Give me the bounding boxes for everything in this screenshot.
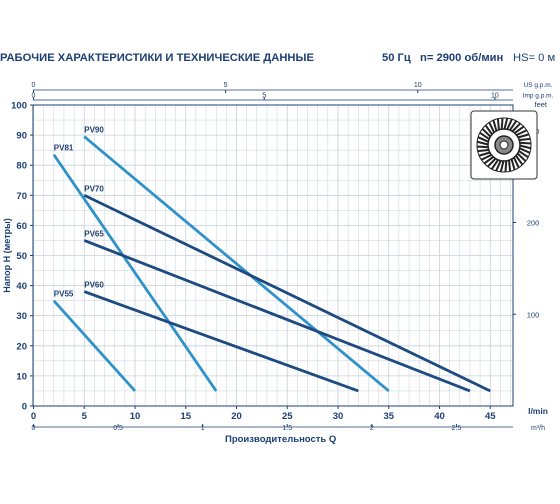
series-label-pv81: PV81 — [54, 144, 74, 153]
x-axis-title: Производительность Q — [225, 434, 337, 445]
y-tick-label: 30 — [16, 311, 27, 322]
x-unit-label: l/min — [528, 406, 548, 416]
imp-gpm-unit-label: Imp g.p.m. — [523, 93, 554, 100]
y-tick-label: 50 — [16, 251, 27, 262]
m3h-tick-label: 2.5 — [452, 425, 462, 432]
series-line-pv70 — [83, 194, 491, 393]
x-tick-label: 10 — [130, 411, 141, 422]
x-tick-label: 20 — [231, 411, 242, 422]
us-gpm-unit-label: US g.p.m. — [524, 82, 553, 89]
x-tick-label: 0 — [31, 411, 36, 422]
imp-gpm-tick-label: 10 — [491, 93, 499, 100]
x-tick-label: 15 — [180, 411, 191, 422]
suction-height-label: HS= 0 м — [513, 52, 556, 64]
x-tick-label: 5 — [82, 411, 88, 422]
series-label-pv65: PV65 — [84, 229, 104, 238]
impeller-ring — [476, 117, 532, 173]
page-title: РАБОЧИЕ ХАРАКТЕРИСТИКИ И ТЕХНИЧЕСКИЕ ДАН… — [0, 52, 314, 64]
feet-unit-label: feet — [534, 100, 547, 109]
y-tick-label: 40 — [16, 281, 27, 292]
header-bar: РАБОЧИЕ ХАРАКТЕРИСТИКИ И ТЕХНИЧЕСКИЕ ДАН… — [0, 52, 560, 70]
series-label-pv55: PV55 — [54, 290, 74, 299]
y-tick-label: 70 — [16, 191, 27, 202]
series-label-pv70: PV70 — [84, 184, 104, 193]
y-tick-label: 100 — [11, 101, 27, 112]
series-line-pv81 — [52, 153, 218, 392]
frequency-label: 50 Гц — [382, 52, 411, 64]
series-line-pv55 — [52, 299, 137, 392]
m3h-tick-label: 2 — [370, 425, 374, 432]
x-tick-label: 35 — [383, 411, 394, 422]
y-tick-label: 60 — [16, 221, 27, 232]
series-label-pv60: PV60 — [84, 281, 104, 290]
y-axis-title: Напор H (метры) — [2, 218, 12, 293]
y-tick-label: 0 — [22, 402, 27, 413]
m3h-tick-label: 0.5 — [113, 425, 123, 432]
us-gpm-tick-label: 0 — [32, 82, 36, 89]
x-tick-label: 25 — [282, 411, 293, 422]
m3h-tick-label: 0 — [32, 425, 36, 432]
y-tick-label: 90 — [16, 131, 27, 142]
m3h-tick-label: 1 — [201, 425, 205, 432]
feet-tick-label: 200 — [527, 219, 540, 228]
impeller-ring — [499, 140, 509, 150]
x-tick-label: 30 — [333, 411, 344, 422]
series-line-pv65 — [83, 239, 471, 393]
y-tick-label: 20 — [16, 341, 27, 352]
m3h-tick-label: 1.5 — [282, 425, 292, 432]
m3h-unit-label: m³/h — [531, 425, 545, 432]
feet-tick-label: 100 — [527, 310, 540, 319]
imp-gpm-tick-label: 0 — [32, 93, 36, 100]
speed-label: n= 2900 об/мин — [420, 52, 504, 64]
series-line-pv90 — [83, 135, 390, 393]
y-tick-label: 10 — [16, 371, 27, 382]
series-line-pv60 — [83, 290, 359, 393]
y-tick-label: 80 — [16, 161, 27, 172]
us-gpm-tick-label: 5 — [224, 82, 228, 89]
impeller-icon — [476, 117, 532, 173]
series-label-pv90: PV90 — [84, 126, 104, 135]
x-tick-label: 45 — [485, 411, 496, 422]
x-tick-label: 40 — [434, 411, 445, 422]
imp-gpm-tick-label: 5 — [262, 93, 266, 100]
us-gpm-tick-label: 10 — [414, 82, 422, 89]
